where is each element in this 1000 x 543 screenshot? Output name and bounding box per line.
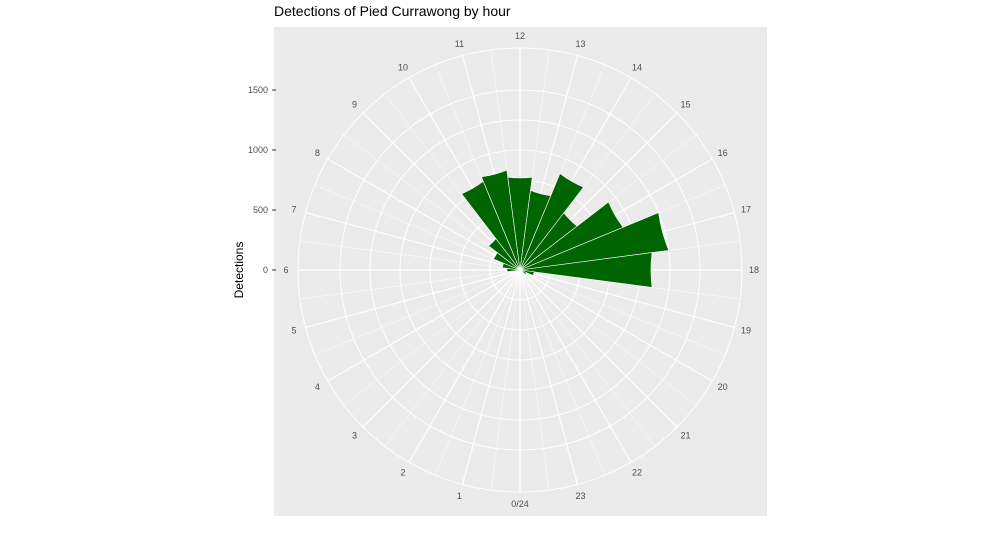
grid-spoke [299, 240, 521, 271]
grid-spoke [461, 269, 521, 485]
grid-spoke [343, 269, 521, 406]
chart-title: Detections of Pied Currawong by hour [274, 3, 511, 19]
hour-label: 6 [283, 265, 288, 275]
bar-hour-14 [519, 173, 585, 271]
hour-label: 16 [718, 148, 728, 158]
grid-spoke [490, 269, 521, 491]
hour-label: 18 [749, 265, 759, 275]
grid-spoke [327, 158, 521, 271]
grid-spoke [519, 269, 735, 329]
hour-label: 5 [291, 326, 296, 336]
hour-label: 13 [576, 39, 586, 49]
hour-label: 3 [352, 430, 357, 440]
radial-tick-label: 500 [253, 205, 268, 215]
hour-label: 14 [632, 62, 642, 72]
grid-spoke [299, 269, 521, 300]
grid-spoke [314, 184, 521, 271]
hour-label: 8 [315, 148, 320, 158]
radial-tick-label: 0 [263, 265, 268, 275]
grid-spoke [305, 211, 521, 271]
hour-label: 19 [741, 326, 751, 336]
hour-label: 7 [291, 204, 296, 214]
hour-label: 23 [576, 491, 586, 501]
grid-spoke [384, 269, 521, 447]
bar-hour-11 [480, 169, 521, 271]
grid-spoke [519, 269, 632, 463]
hour-label: 0/24 [511, 499, 529, 509]
hour-label: 9 [352, 100, 357, 110]
grid-spoke [519, 269, 713, 382]
grid-spoke [519, 269, 678, 428]
grid-spoke [305, 269, 521, 329]
bar-hour-12 [507, 176, 533, 271]
hour-label: 21 [680, 430, 690, 440]
radial-axis: 0 500 1000 1500 [248, 85, 276, 275]
hour-label: 17 [741, 204, 751, 214]
hour-labels: 0/24123456789101112131415161718192021222… [283, 31, 759, 509]
hour-label: 1 [457, 491, 462, 501]
radial-tick-label: 1000 [248, 145, 268, 155]
grid-spoke [519, 269, 606, 476]
grid-spoke [314, 269, 521, 356]
hour-label: 20 [718, 382, 728, 392]
grid-spoke [362, 269, 521, 428]
hour-label: 2 [400, 468, 405, 478]
bar-hour-20 [519, 269, 528, 275]
hour-label: 15 [680, 100, 690, 110]
grid-spoke [408, 269, 521, 463]
hour-label: 11 [455, 39, 464, 49]
grid-spoke [519, 269, 656, 447]
bars [461, 169, 670, 288]
grid-spoke [327, 269, 521, 382]
grid-spoke [434, 269, 521, 476]
y-axis-label: Detections [232, 242, 246, 299]
grid-spoke [519, 269, 579, 485]
bar-hour-18 [519, 252, 653, 288]
hour-label: 12 [515, 31, 525, 41]
hour-label: 22 [632, 468, 642, 478]
grid-spoke [519, 269, 697, 406]
bar-hour-17 [519, 212, 670, 271]
radial-tick-label: 1500 [248, 85, 268, 95]
hour-label: 4 [315, 382, 320, 392]
grid-spoke [519, 269, 550, 491]
grid-spoke [519, 269, 726, 356]
hour-label: 10 [398, 62, 408, 72]
